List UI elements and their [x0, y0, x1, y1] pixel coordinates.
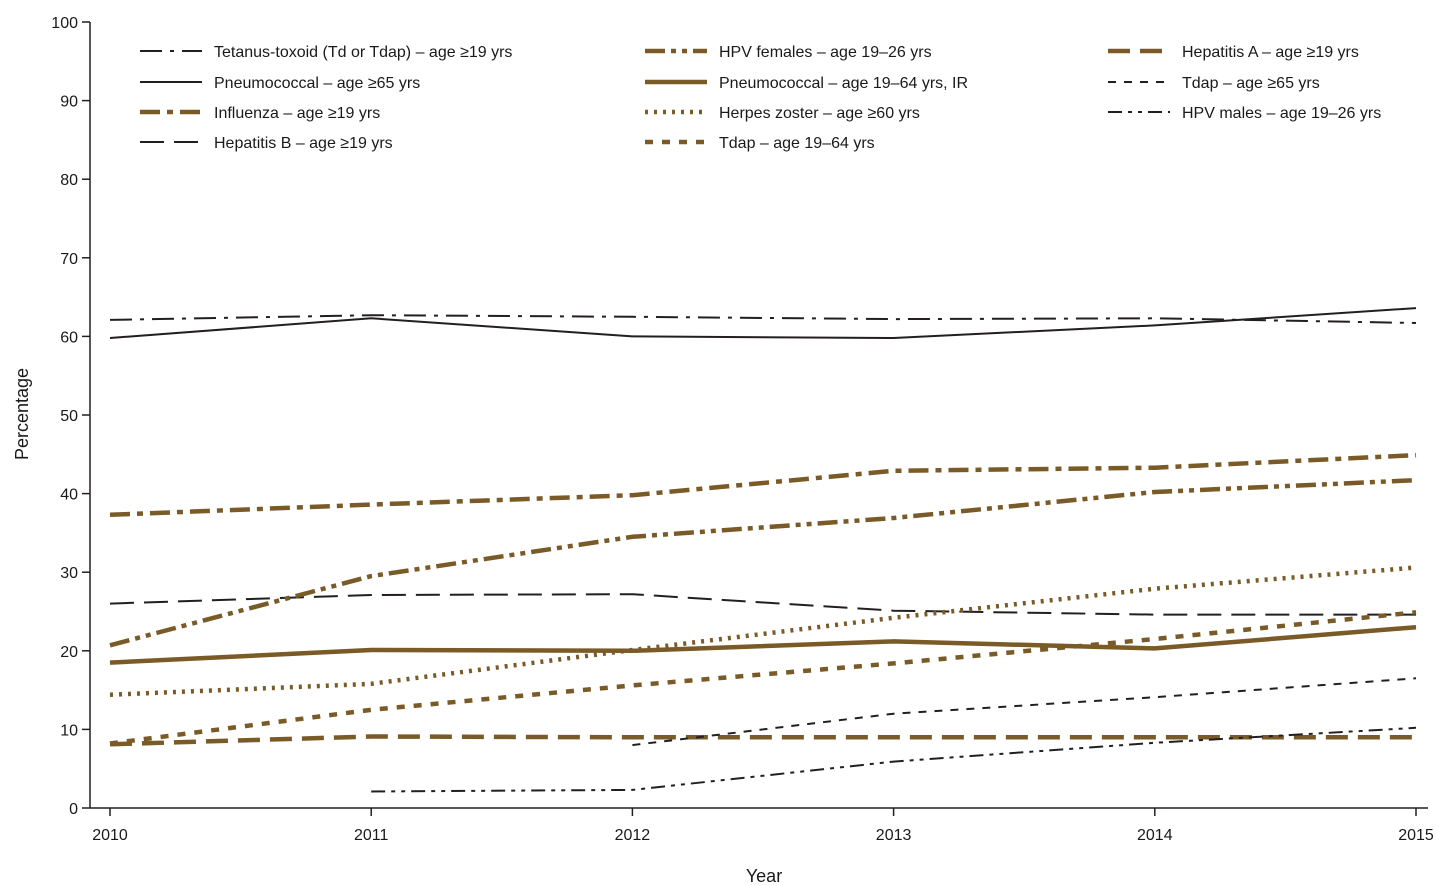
legend-label: Herpes zoster – age ≥60 yrs — [719, 105, 920, 122]
series-line-4 — [109, 593, 1416, 616]
series-line-6 — [109, 624, 1417, 665]
y-tick-label: 80 — [60, 172, 78, 189]
legend-item: Hepatitis B – age ≥19 yrs — [140, 135, 393, 152]
legend-label: Tdap – age ≥65 yrs — [1182, 75, 1320, 92]
y-tick-label: 40 — [60, 487, 78, 504]
series-line-5 — [109, 477, 1417, 648]
series-line-8 — [109, 610, 1417, 746]
legend-item: Tetanus-toxoid (Td or Tdap) – age ≥19 yr… — [140, 44, 512, 61]
x-tick-label: 2010 — [92, 827, 128, 844]
series-line-3 — [109, 452, 1417, 518]
legend-item: Herpes zoster – age ≥60 yrs — [645, 105, 920, 122]
series-layer — [109, 307, 1417, 793]
legend-item: HPV males – age 19–26 yrs — [1108, 105, 1381, 122]
x-tick-label: 2014 — [1137, 827, 1173, 844]
y-tick-label: 90 — [60, 94, 78, 111]
axes: 0 10 20 30 40 50 60 70 80 90 100 2010 2011 2012 2013 20… — [51, 15, 1434, 844]
x-tick-label: 2013 — [876, 827, 912, 844]
y-tick-label: 0 — [69, 801, 78, 818]
legend-label: Tetanus-toxoid (Td or Tdap) – age ≥19 yr… — [214, 44, 512, 61]
y-tick-label: 10 — [60, 722, 78, 739]
y-tick-label: 20 — [60, 644, 78, 661]
legend-label: Hepatitis A – age ≥19 yrs — [1182, 44, 1359, 61]
y-tick-label: 30 — [60, 565, 78, 582]
legend-label: Hepatitis B – age ≥19 yrs — [214, 135, 393, 152]
legend: Tetanus-toxoid (Td or Tdap) – age ≥19 yr… — [140, 44, 1381, 152]
y-tick-label: 100 — [51, 15, 78, 32]
y-axis-title: Percentage — [12, 368, 32, 460]
legend-item: Pneumococcal – age 19–64 yrs, IR — [645, 75, 968, 92]
x-axis-title: Year — [746, 866, 782, 886]
y-tick-label: 50 — [60, 408, 78, 425]
series-line-1 — [109, 314, 1417, 324]
legend-item: Pneumococcal – age ≥65 yrs — [140, 75, 420, 92]
x-tick-label: 2012 — [615, 827, 651, 844]
legend-label: Tdap – age 19–64 yrs — [719, 135, 875, 152]
legend-item: Tdap – age ≥65 yrs — [1108, 75, 1320, 92]
legend-label: HPV males – age 19–26 yrs — [1182, 105, 1381, 122]
legend-item: Influenza – age ≥19 yrs — [140, 105, 380, 122]
x-tick-label: 2015 — [1398, 827, 1434, 844]
legend-label: Pneumococcal – age 19–64 yrs, IR — [719, 75, 968, 92]
legend-label: HPV females – age 19–26 yrs — [719, 44, 932, 61]
y-tick-label: 60 — [60, 329, 78, 346]
legend-item: HPV females – age 19–26 yrs — [645, 44, 932, 61]
legend-label: Influenza – age ≥19 yrs — [214, 105, 380, 122]
legend-label: Pneumococcal – age ≥65 yrs — [214, 75, 420, 92]
series-line-2 — [109, 307, 1417, 339]
series-line-7 — [109, 565, 1417, 698]
series-line-9 — [109, 734, 1416, 747]
legend-item: Hepatitis A – age ≥19 yrs — [1108, 44, 1359, 61]
y-tick-label: 70 — [60, 251, 78, 268]
series-line-10 — [632, 677, 1417, 747]
legend-item: Tdap – age 19–64 yrs — [645, 135, 875, 152]
x-tick-label: 2011 — [354, 827, 389, 844]
